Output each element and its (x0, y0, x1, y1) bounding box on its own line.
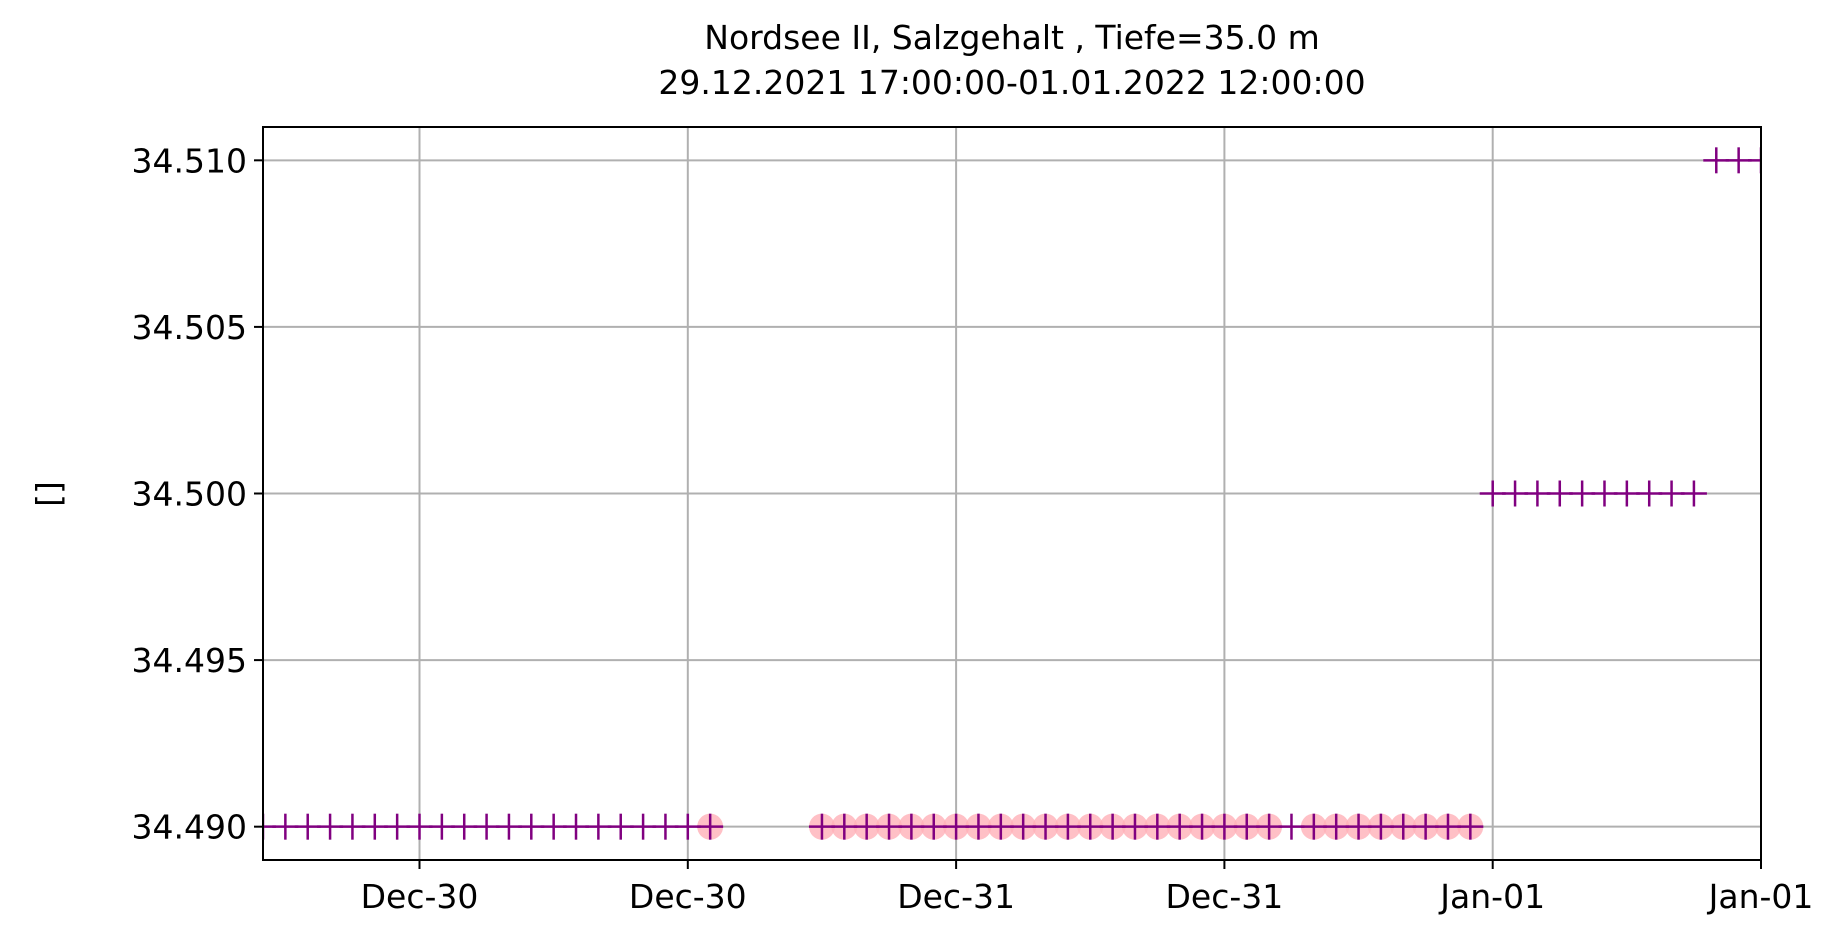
point (563, 813, 590, 840)
point (697, 813, 724, 840)
point (1189, 813, 1216, 840)
point (1725, 147, 1752, 174)
point (384, 813, 411, 840)
point (1390, 813, 1417, 840)
point (1748, 147, 1761, 174)
point (428, 813, 455, 840)
point (674, 813, 701, 840)
point (585, 813, 612, 840)
point (1546, 480, 1573, 507)
point (1211, 813, 1238, 840)
point (1434, 813, 1461, 840)
y-tick-label: 34.505 (132, 308, 247, 347)
point (1658, 480, 1685, 507)
point (831, 813, 858, 840)
point (1412, 813, 1439, 840)
point (1457, 813, 1484, 840)
point (1367, 813, 1394, 840)
point (1054, 813, 1081, 840)
point (1636, 480, 1663, 507)
point (518, 813, 545, 840)
x-tick-label: Jan-01 (1707, 877, 1814, 916)
y-axis-label: [] (29, 481, 68, 507)
point (808, 813, 835, 840)
point (495, 813, 522, 840)
point (652, 813, 679, 840)
x-tick-label: Dec-30 (361, 877, 479, 916)
point (1166, 813, 1193, 840)
point (1144, 813, 1171, 840)
point (1345, 813, 1372, 840)
point (920, 813, 947, 840)
point (1502, 480, 1529, 507)
point (1591, 480, 1618, 507)
point (1323, 813, 1350, 840)
chart-subtitle: 29.12.2021 17:00:00-01.01.2022 12:00:00 (658, 63, 1365, 102)
point (361, 813, 388, 840)
point (1300, 813, 1327, 840)
point (1524, 480, 1551, 507)
point (339, 813, 366, 840)
point (1613, 480, 1640, 507)
x-tick-label: Jan-01 (1438, 877, 1545, 916)
point (607, 813, 634, 840)
point (853, 813, 880, 840)
point (540, 813, 567, 840)
y-tick-label: 34.500 (132, 475, 247, 514)
point (1233, 813, 1260, 840)
point (898, 813, 925, 840)
point (317, 813, 344, 840)
point (1010, 813, 1037, 840)
point (294, 813, 321, 840)
point (1479, 480, 1506, 507)
point (1121, 813, 1148, 840)
point (1256, 813, 1283, 840)
point (943, 813, 970, 840)
point (987, 813, 1014, 840)
point (1703, 147, 1730, 174)
point (1680, 480, 1707, 507)
x-tick-label: Dec-31 (1166, 877, 1284, 916)
y-tick-label: 34.490 (132, 808, 247, 847)
point (272, 813, 299, 840)
x-tick-label: Dec-31 (897, 877, 1015, 916)
y-tick-label: 34.495 (132, 641, 247, 680)
point (876, 813, 903, 840)
y-tick-label: 34.510 (132, 141, 247, 180)
point (406, 813, 433, 840)
point (965, 813, 992, 840)
point (451, 813, 478, 840)
point (473, 813, 500, 840)
point (263, 813, 276, 840)
chart-title: Nordsee II, Salzgehalt , Tiefe=35.0 m (704, 18, 1319, 57)
point (630, 813, 657, 840)
point (1569, 480, 1596, 507)
point (1099, 813, 1126, 840)
point (1278, 813, 1305, 840)
plot-frame (262, 126, 1762, 861)
point (1077, 813, 1104, 840)
x-tick-label: Dec-30 (629, 877, 747, 916)
point (1032, 813, 1059, 840)
